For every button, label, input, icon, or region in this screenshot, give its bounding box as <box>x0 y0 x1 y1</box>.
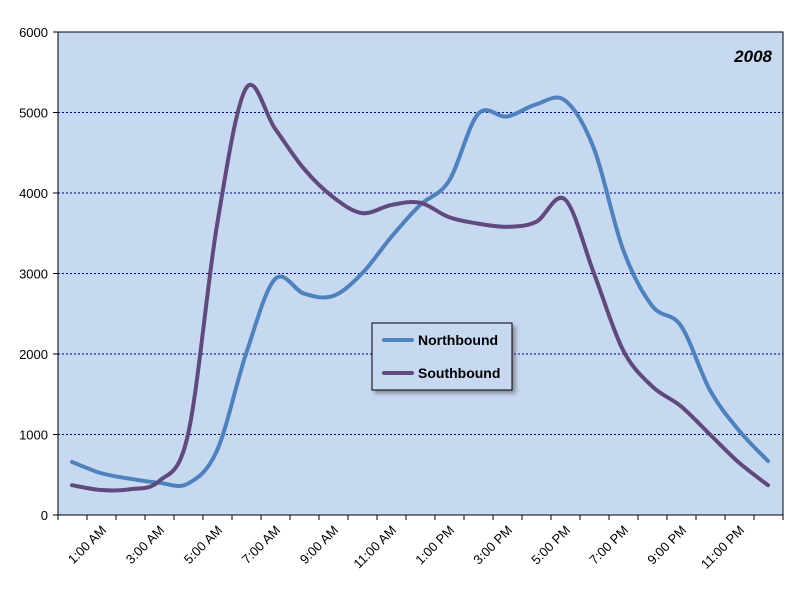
x-tick-label: 9:00 PM <box>644 523 689 568</box>
legend <box>371 322 513 391</box>
x-tick-label: 1:00 AM <box>65 523 109 567</box>
x-tick-label: 5:00 AM <box>181 523 225 567</box>
x-tick-label: 1:00 PM <box>412 523 457 568</box>
chart-title: 2008 <box>733 47 772 66</box>
x-tick-label: 11:00 PM <box>698 523 747 572</box>
y-tick-label: 5000 <box>19 106 48 121</box>
y-tick-label: 0 <box>41 508 48 523</box>
x-tick-label: 5:00 PM <box>528 523 573 568</box>
y-tick-label: 1000 <box>19 428 48 443</box>
y-tick-label: 2000 <box>19 347 48 362</box>
gridlines <box>58 112 783 435</box>
legend-items: Northbound Southbound <box>382 332 500 381</box>
x-axis: 1:00 AM 3:00 AM 5:00 AM 7:00 AM 9:00 AM 11:00… <box>57 515 784 572</box>
legend-label: Southbound <box>418 365 500 381</box>
series-lines <box>70 83 770 493</box>
x-tick-label: 9:00 AM <box>297 523 341 567</box>
y-tick-label: 6000 <box>19 25 48 40</box>
series-line-northbound <box>70 95 770 488</box>
x-tick-label: 7:00 PM <box>586 523 631 568</box>
series-line-southbound <box>70 83 770 493</box>
legend-label: Northbound <box>418 332 498 348</box>
y-tick-label: 3000 <box>19 267 48 282</box>
x-tick-label: 7:00 AM <box>239 523 283 567</box>
y-axis: 0 1000 2000 3000 4000 5000 6000 <box>19 25 58 523</box>
x-tick-label: 3:00 AM <box>123 523 167 567</box>
y-tick-label: 4000 <box>19 186 48 201</box>
legend-box <box>371 322 513 391</box>
x-tick-label: 3:00 PM <box>470 523 515 568</box>
x-tick-label: 11:00 AM <box>350 523 399 572</box>
